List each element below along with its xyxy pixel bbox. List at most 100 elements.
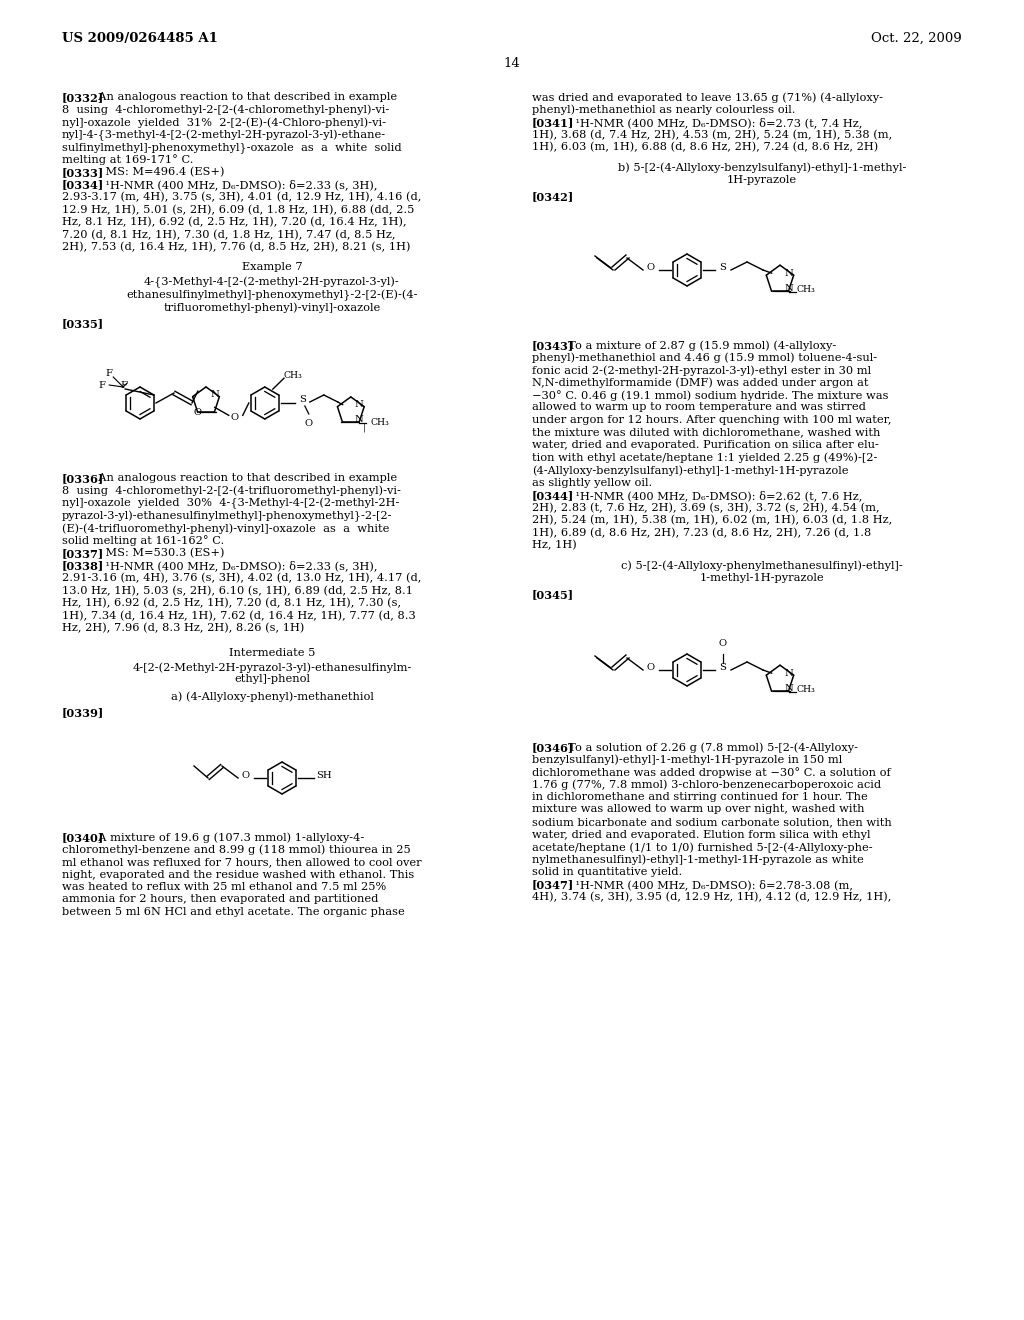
Text: N: N: [210, 391, 219, 399]
Text: trifluoromethyl-phenyl)-vinyl]-oxazole: trifluoromethyl-phenyl)-vinyl]-oxazole: [164, 302, 381, 313]
Text: O: O: [647, 663, 655, 672]
Text: O: O: [194, 408, 202, 417]
Text: nyl]-4-{3-methyl-4-[2-(2-methyl-2H-pyrazol-3-yl)-ethane-: nyl]-4-{3-methyl-4-[2-(2-methyl-2H-pyraz…: [62, 129, 386, 141]
Text: ¹H-NMR (400 MHz, D₆-DMSO): δ=2.73 (t, 7.4 Hz,: ¹H-NMR (400 MHz, D₆-DMSO): δ=2.73 (t, 7.…: [560, 117, 862, 128]
Text: 1H), 7.34 (d, 16.4 Hz, 1H), 7.62 (d, 16.4 Hz, 1H), 7.77 (d, 8.3: 1H), 7.34 (d, 16.4 Hz, 1H), 7.62 (d, 16.…: [62, 610, 416, 620]
Text: ammonia for 2 hours, then evaporated and partitioned: ammonia for 2 hours, then evaporated and…: [62, 895, 379, 904]
Text: [0346]: [0346]: [532, 742, 574, 752]
Text: Oct. 22, 2009: Oct. 22, 2009: [871, 32, 962, 45]
Text: An analogous reaction to that described in example: An analogous reaction to that described …: [90, 473, 396, 483]
Text: CH₃: CH₃: [371, 418, 389, 428]
Text: F: F: [105, 368, 113, 378]
Text: [0334]: [0334]: [62, 180, 104, 190]
Text: night, evaporated and the residue washed with ethanol. This: night, evaporated and the residue washed…: [62, 870, 415, 879]
Text: phenyl)-methanethiol and 4.46 g (15.9 mmol) toluene-4-sul-: phenyl)-methanethiol and 4.46 g (15.9 mm…: [532, 352, 878, 363]
Text: [0336]: [0336]: [62, 473, 104, 484]
Text: (4-Allyloxy-benzylsulfanyl)-ethyl]-1-methyl-1H-pyrazole: (4-Allyloxy-benzylsulfanyl)-ethyl]-1-met…: [532, 465, 849, 475]
Text: 8  using  4-chloromethyl-2-[2-(4-trifluoromethyl-phenyl)-vi-: 8 using 4-chloromethyl-2-[2-(4-trifluoro…: [62, 486, 400, 496]
Text: Hz, 1H): Hz, 1H): [532, 540, 577, 550]
Text: MS: M=496.4 (ES+): MS: M=496.4 (ES+): [90, 168, 224, 177]
Text: N: N: [784, 268, 793, 277]
Text: a) (4-Allyloxy-phenyl)-methanethiol: a) (4-Allyloxy-phenyl)-methanethiol: [171, 690, 374, 701]
Text: F: F: [120, 380, 127, 389]
Text: An analogous reaction to that described in example: An analogous reaction to that described …: [90, 92, 396, 102]
Text: MS: M=530.3 (ES+): MS: M=530.3 (ES+): [90, 548, 224, 558]
Text: CH₃: CH₃: [797, 285, 815, 294]
Text: 1.76 g (77%, 7.8 mmol) 3-chloro-benzenecarboperoxoic acid: 1.76 g (77%, 7.8 mmol) 3-chloro-benzenec…: [532, 780, 881, 791]
Text: [0339]: [0339]: [62, 708, 104, 718]
Text: ¹H-NMR (400 MHz, D₆-DMSO): δ=2.62 (t, 7.6 Hz,: ¹H-NMR (400 MHz, D₆-DMSO): δ=2.62 (t, 7.…: [560, 490, 862, 500]
Text: chloromethyl-benzene and 8.99 g (118 mmol) thiourea in 25: chloromethyl-benzene and 8.99 g (118 mmo…: [62, 845, 411, 855]
Text: [0342]: [0342]: [532, 191, 574, 202]
Text: nyl]-oxazole  yielded  30%  4-{3-Methyl-4-[2-(2-methyl-2H-: nyl]-oxazole yielded 30% 4-{3-Methyl-4-[…: [62, 498, 399, 510]
Text: N: N: [784, 284, 793, 293]
Text: the mixture was diluted with dichloromethane, washed with: the mixture was diluted with dichloromet…: [532, 428, 881, 437]
Text: 12.9 Hz, 1H), 5.01 (s, 2H), 6.09 (d, 1.8 Hz, 1H), 6.88 (dd, 2.5: 12.9 Hz, 1H), 5.01 (s, 2H), 6.09 (d, 1.8…: [62, 205, 415, 215]
Text: O: O: [647, 263, 655, 272]
Text: [0340]: [0340]: [62, 832, 104, 843]
Text: nylmethanesulfinyl)-ethyl]-1-methyl-1H-pyrazole as white: nylmethanesulfinyl)-ethyl]-1-methyl-1H-p…: [532, 854, 864, 865]
Text: under argon for 12 hours. After quenching with 100 ml water,: under argon for 12 hours. After quenchin…: [532, 414, 892, 425]
Text: acetate/heptane (1/1 to 1/0) furnished 5-[2-(4-Allyloxy-phe-: acetate/heptane (1/1 to 1/0) furnished 5…: [532, 842, 872, 853]
Text: S: S: [720, 663, 726, 672]
Text: ¹H-NMR (400 MHz, D₆-DMSO): δ=2.33 (s, 3H),: ¹H-NMR (400 MHz, D₆-DMSO): δ=2.33 (s, 3H…: [90, 561, 377, 572]
Text: O: O: [719, 639, 727, 648]
Text: SH: SH: [316, 771, 332, 780]
Text: 2H), 2.83 (t, 7.6 Hz, 2H), 3.69 (s, 3H), 3.72 (s, 2H), 4.54 (m,: 2H), 2.83 (t, 7.6 Hz, 2H), 3.69 (s, 3H),…: [532, 503, 880, 513]
Text: [0335]: [0335]: [62, 318, 104, 330]
Text: −30° C. 0.46 g (19.1 mmol) sodium hydride. The mixture was: −30° C. 0.46 g (19.1 mmol) sodium hydrid…: [532, 389, 889, 401]
Text: [0341]: [0341]: [532, 117, 574, 128]
Text: mixture was allowed to warm up over night, washed with: mixture was allowed to warm up over nigh…: [532, 804, 864, 814]
Text: [0344]: [0344]: [532, 490, 574, 502]
Text: [0345]: [0345]: [532, 590, 574, 601]
Text: 13.0 Hz, 1H), 5.03 (s, 2H), 6.10 (s, 1H), 6.89 (dd, 2.5 Hz, 8.1: 13.0 Hz, 1H), 5.03 (s, 2H), 6.10 (s, 1H)…: [62, 586, 413, 595]
Text: allowed to warm up to room temperature and was stirred: allowed to warm up to room temperature a…: [532, 403, 866, 412]
Text: [0343]: [0343]: [532, 341, 574, 351]
Text: melting at 169-171° C.: melting at 169-171° C.: [62, 154, 194, 165]
Text: sulfinylmethyl]-phenoxymethyl}-oxazole  as  a  white  solid: sulfinylmethyl]-phenoxymethyl}-oxazole a…: [62, 143, 401, 153]
Text: benzylsulfanyl)-ethyl]-1-methyl-1H-pyrazole in 150 ml: benzylsulfanyl)-ethyl]-1-methyl-1H-pyraz…: [532, 755, 843, 766]
Text: ethyl]-phenol: ethyl]-phenol: [234, 675, 310, 685]
Text: Example 7: Example 7: [242, 263, 302, 272]
Text: To a mixture of 2.87 g (15.9 mmol) (4-allyloxy-: To a mixture of 2.87 g (15.9 mmol) (4-al…: [560, 341, 836, 351]
Text: ¹H-NMR (400 MHz, D₆-DMSO): δ=2.78-3.08 (m,: ¹H-NMR (400 MHz, D₆-DMSO): δ=2.78-3.08 (…: [560, 879, 853, 890]
Text: (E)-(4-trifluoromethyl-phenyl)-vinyl]-oxazole  as  a  white: (E)-(4-trifluoromethyl-phenyl)-vinyl]-ox…: [62, 523, 389, 533]
Text: pyrazol-3-yl)-ethanesulfinylmethyl]-phenoxymethyl}-2-[2-: pyrazol-3-yl)-ethanesulfinylmethyl]-phen…: [62, 511, 392, 521]
Text: 1-methyl-1H-pyrazole: 1-methyl-1H-pyrazole: [699, 573, 824, 583]
Text: S: S: [299, 396, 306, 404]
Text: 1H), 3.68 (d, 7.4 Hz, 2H), 4.53 (m, 2H), 5.24 (m, 1H), 5.38 (m,: 1H), 3.68 (d, 7.4 Hz, 2H), 4.53 (m, 2H),…: [532, 129, 892, 140]
Text: fonic acid 2-(2-methyl-2H-pyrazol-3-yl)-ethyl ester in 30 ml: fonic acid 2-(2-methyl-2H-pyrazol-3-yl)-…: [532, 366, 871, 376]
Text: US 2009/0264485 A1: US 2009/0264485 A1: [62, 32, 218, 45]
Text: dichloromethane was added dropwise at −30° C. a solution of: dichloromethane was added dropwise at −3…: [532, 767, 891, 777]
Text: CH₃: CH₃: [797, 685, 815, 694]
Text: 1H), 6.89 (d, 8.6 Hz, 2H), 7.23 (d, 8.6 Hz, 2H), 7.26 (d, 1.8: 1H), 6.89 (d, 8.6 Hz, 2H), 7.23 (d, 8.6 …: [532, 528, 871, 537]
Text: ¹H-NMR (400 MHz, D₆-DMSO): δ=2.33 (s, 3H),: ¹H-NMR (400 MHz, D₆-DMSO): δ=2.33 (s, 3H…: [90, 180, 377, 190]
Text: N: N: [354, 416, 364, 424]
Text: 2.93-3.17 (m, 4H), 3.75 (s, 3H), 4.01 (d, 12.9 Hz, 1H), 4.16 (d,: 2.93-3.17 (m, 4H), 3.75 (s, 3H), 4.01 (d…: [62, 191, 421, 202]
Text: 4-{3-Methyl-4-[2-(2-methyl-2H-pyrazol-3-yl)-: 4-{3-Methyl-4-[2-(2-methyl-2H-pyrazol-3-…: [144, 277, 400, 288]
Text: 2H), 7.53 (d, 16.4 Hz, 1H), 7.76 (d, 8.5 Hz, 2H), 8.21 (s, 1H): 2H), 7.53 (d, 16.4 Hz, 1H), 7.76 (d, 8.5…: [62, 242, 411, 252]
Text: water, dried and evaporated. Elution form silica with ethyl: water, dried and evaporated. Elution for…: [532, 829, 870, 840]
Text: A mixture of 19.6 g (107.3 mmol) 1-allyloxy-4-: A mixture of 19.6 g (107.3 mmol) 1-allyl…: [90, 832, 364, 842]
Text: 1H-pyrazole: 1H-pyrazole: [727, 176, 797, 185]
Text: F: F: [98, 380, 105, 389]
Text: 7.20 (d, 8.1 Hz, 1H), 7.30 (d, 1.8 Hz, 1H), 7.47 (d, 8.5 Hz,: 7.20 (d, 8.1 Hz, 1H), 7.30 (d, 1.8 Hz, 1…: [62, 230, 395, 240]
Text: 14: 14: [504, 57, 520, 70]
Text: phenyl)-methanethiol as nearly colourless oil.: phenyl)-methanethiol as nearly colourles…: [532, 104, 796, 115]
Text: To a solution of 2.26 g (7.8 mmol) 5-[2-(4-Allyloxy-: To a solution of 2.26 g (7.8 mmol) 5-[2-…: [560, 742, 857, 752]
Text: 2H), 5.24 (m, 1H), 5.38 (m, 1H), 6.02 (m, 1H), 6.03 (d, 1.8 Hz,: 2H), 5.24 (m, 1H), 5.38 (m, 1H), 6.02 (m…: [532, 515, 892, 525]
Text: solid melting at 161-162° C.: solid melting at 161-162° C.: [62, 536, 224, 546]
Text: Hz, 2H), 7.96 (d, 8.3 Hz, 2H), 8.26 (s, 1H): Hz, 2H), 7.96 (d, 8.3 Hz, 2H), 8.26 (s, …: [62, 623, 304, 634]
Text: was dried and evaporated to leave 13.65 g (71%) (4-allyloxy-: was dried and evaporated to leave 13.65 …: [532, 92, 883, 103]
Text: ethanesulfinylmethyl]-phenoxymethyl}-2-[2-(E)-(4-: ethanesulfinylmethyl]-phenoxymethyl}-2-[…: [126, 289, 418, 301]
Text: 4H), 3.74 (s, 3H), 3.95 (d, 12.9 Hz, 1H), 4.12 (d, 12.9 Hz, 1H),: 4H), 3.74 (s, 3H), 3.95 (d, 12.9 Hz, 1H)…: [532, 892, 891, 903]
Text: solid in quantitative yield.: solid in quantitative yield.: [532, 867, 682, 876]
Text: nyl]-oxazole  yielded  31%  2-[2-(E)-(4-Chloro-phenyl)-vi-: nyl]-oxazole yielded 31% 2-[2-(E)-(4-Chl…: [62, 117, 386, 128]
Text: Intermediate 5: Intermediate 5: [228, 648, 315, 657]
Text: [0337]: [0337]: [62, 548, 104, 558]
Text: water, dried and evaporated. Purification on silica after elu-: water, dried and evaporated. Purificatio…: [532, 440, 879, 450]
Text: b) 5-[2-(4-Allyloxy-benzylsulfanyl)-ethyl]-1-methyl-: b) 5-[2-(4-Allyloxy-benzylsulfanyl)-ethy…: [617, 162, 906, 173]
Text: 8  using  4-chloromethyl-2-[2-(4-chloromethyl-phenyl)-vi-: 8 using 4-chloromethyl-2-[2-(4-chloromet…: [62, 104, 389, 115]
Text: N,N-dimethylformamide (DMF) was added under argon at: N,N-dimethylformamide (DMF) was added un…: [532, 378, 868, 388]
Text: [0333]: [0333]: [62, 168, 104, 178]
